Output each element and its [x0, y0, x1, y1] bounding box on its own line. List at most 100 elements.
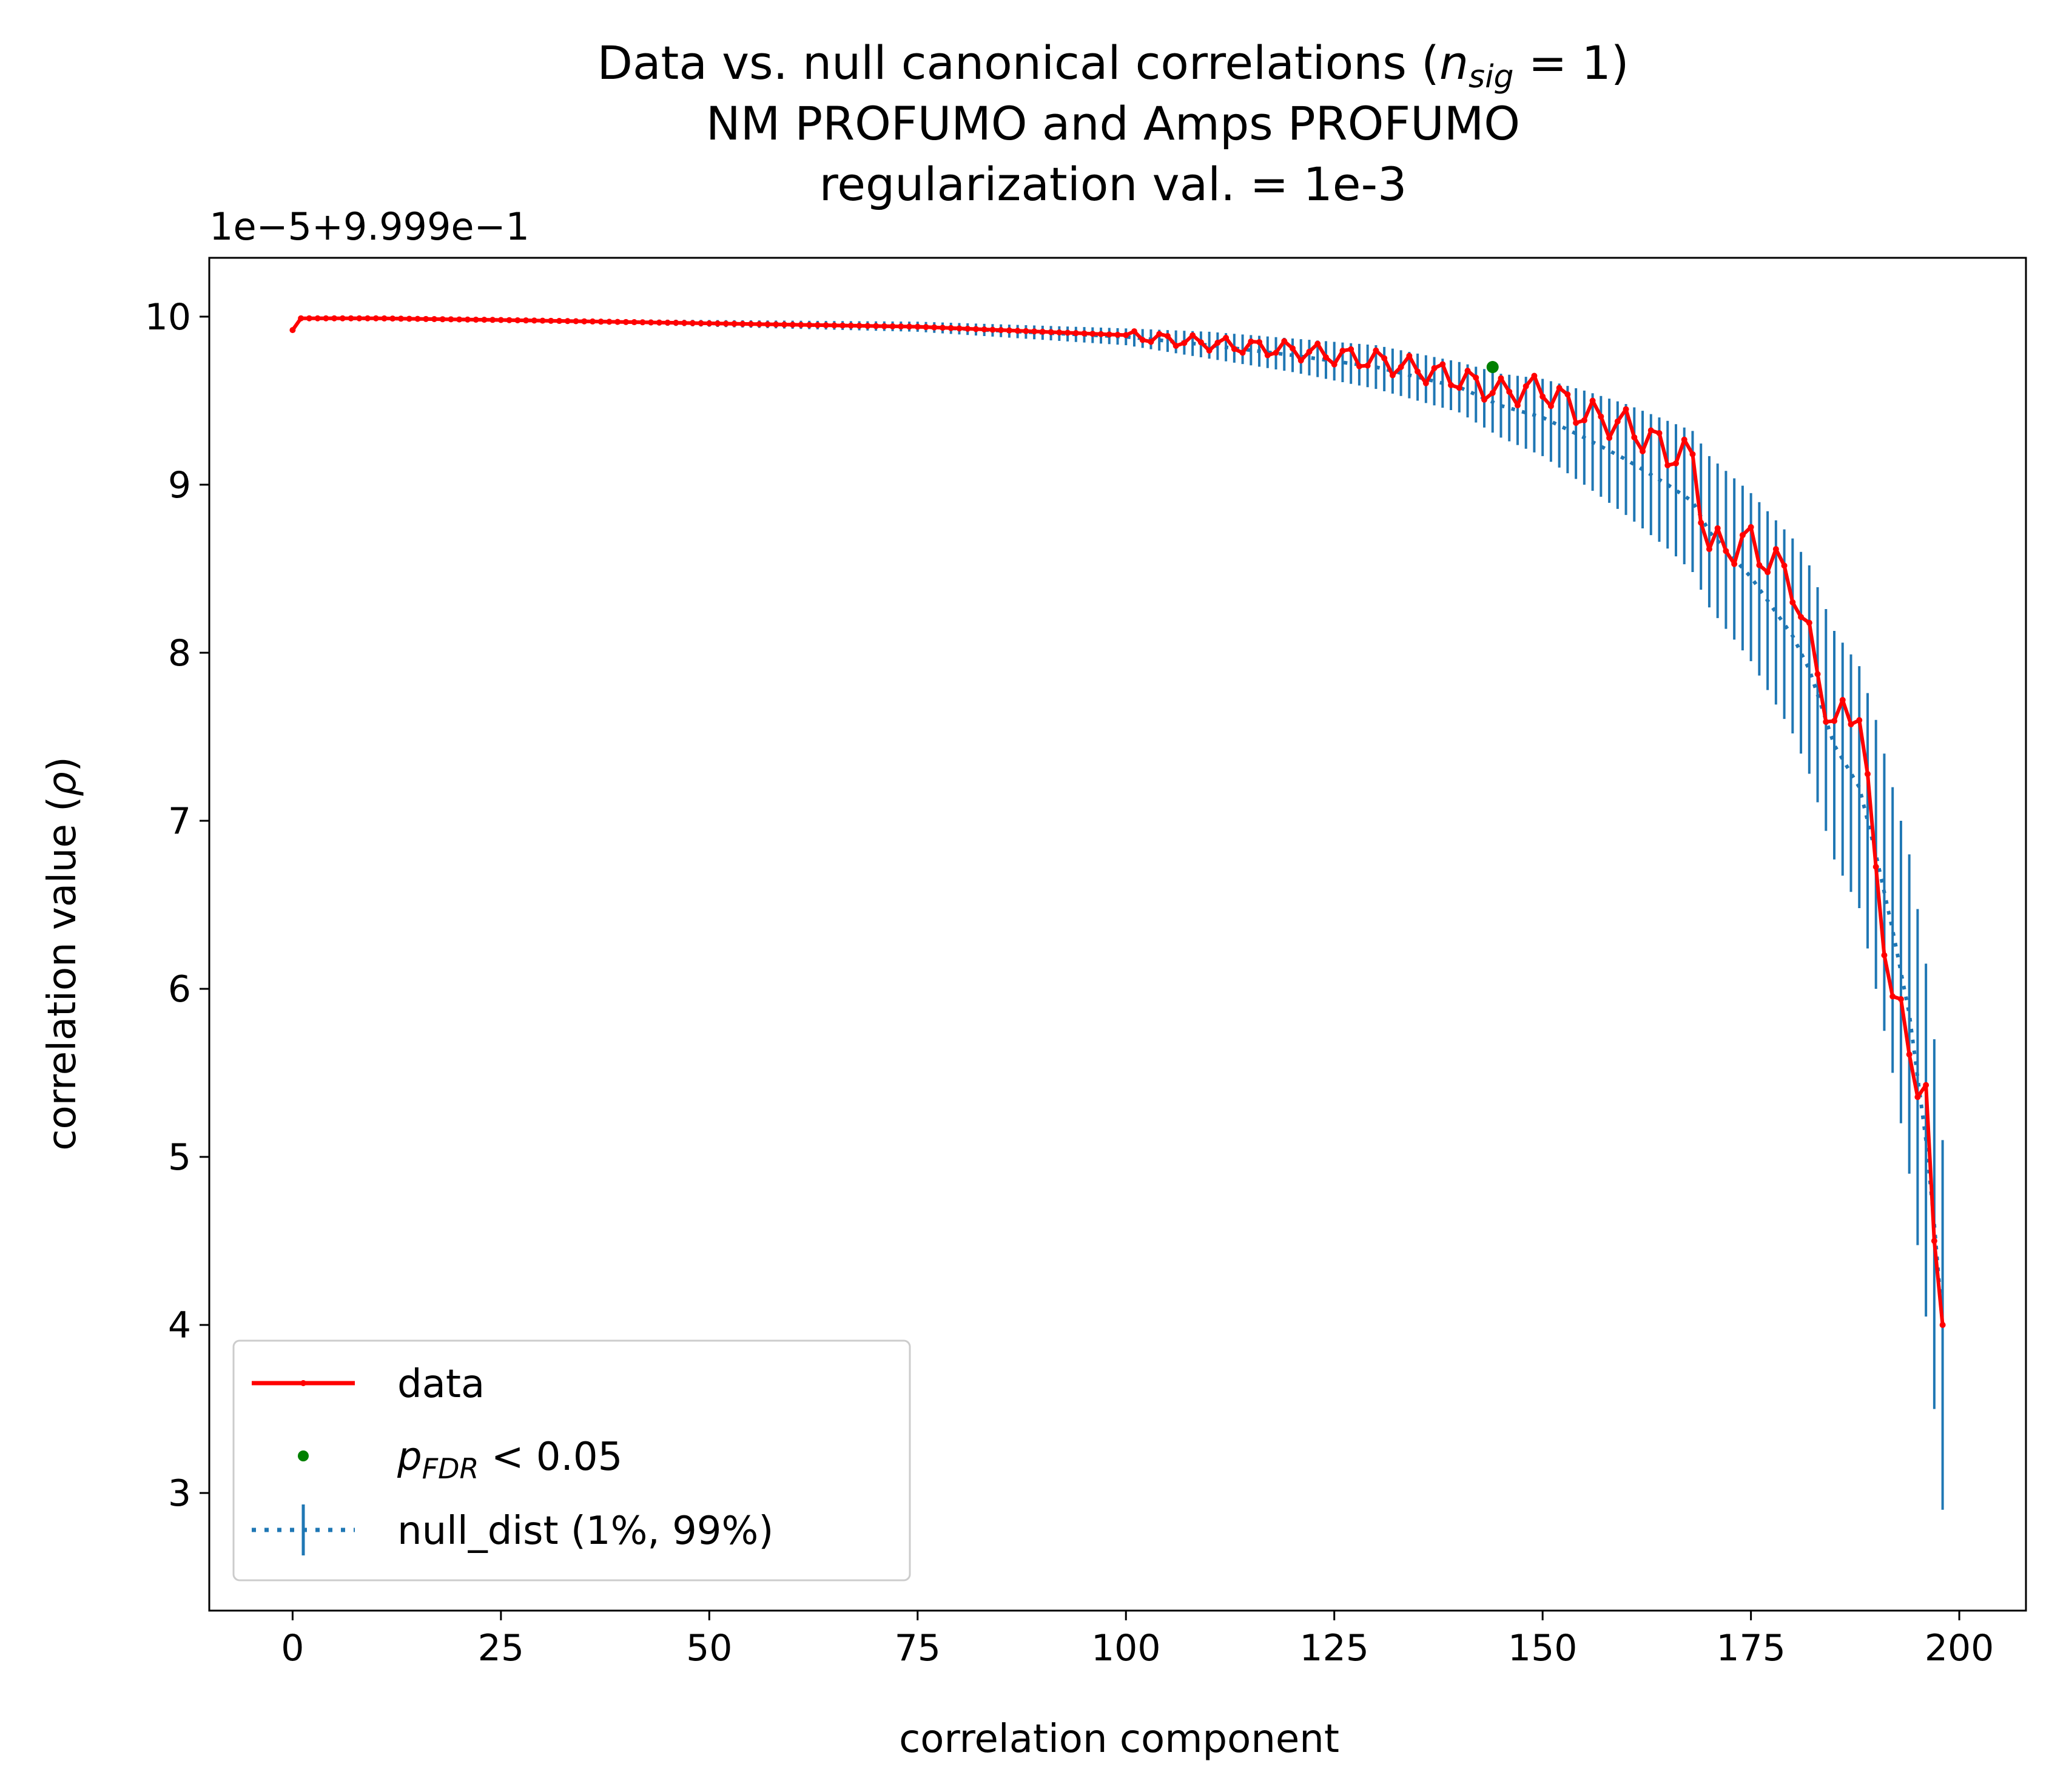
legend-null-label: null_dist (1%, 99%) — [397, 1509, 773, 1554]
data-point — [881, 323, 887, 329]
data-point — [1023, 328, 1029, 334]
data-point — [1672, 460, 1679, 467]
data-point — [998, 327, 1004, 334]
data-point — [864, 323, 871, 329]
data-point — [1156, 331, 1163, 337]
data-point — [539, 317, 546, 324]
data-point — [798, 322, 804, 328]
data-point — [339, 315, 346, 322]
data-point — [523, 317, 530, 324]
data-point — [306, 315, 312, 322]
data-point — [365, 315, 371, 322]
y-tick-label: 10 — [145, 296, 191, 339]
y-tick-label: 6 — [168, 968, 191, 1011]
data-point — [1731, 561, 1738, 567]
data-point — [298, 315, 304, 322]
data-point — [715, 320, 721, 327]
data-point — [1148, 339, 1154, 345]
data-point — [1348, 346, 1354, 352]
data-point — [531, 317, 537, 324]
data-point — [947, 325, 954, 331]
data-point — [1448, 382, 1455, 388]
x-tick-label: 100 — [1091, 1627, 1161, 1669]
data-point — [1881, 952, 1888, 958]
data-point — [1806, 619, 1812, 626]
data-point — [1431, 365, 1438, 371]
data-point — [406, 315, 412, 322]
legend-data-label: data — [397, 1362, 485, 1407]
x-tick-label: 200 — [1925, 1627, 1994, 1669]
data-point — [1556, 385, 1563, 391]
data-point — [1123, 332, 1129, 339]
data-point — [1106, 331, 1112, 338]
data-point — [972, 326, 979, 332]
data-point — [722, 320, 729, 327]
data-point — [414, 315, 421, 322]
data-point — [739, 320, 746, 327]
data-point — [781, 322, 787, 328]
data-point — [1814, 671, 1821, 678]
data-point — [856, 323, 863, 329]
data-point — [448, 316, 454, 323]
data-point — [1131, 328, 1137, 335]
data-point — [1239, 349, 1246, 356]
data-point — [389, 315, 396, 322]
data-point — [1256, 339, 1263, 345]
data-point — [1689, 451, 1696, 457]
legend-box — [232, 1339, 911, 1581]
data-point — [1631, 434, 1638, 440]
data-point — [939, 325, 946, 331]
data-point — [1065, 329, 1071, 336]
plot-frame — [208, 257, 2027, 1612]
data-point — [1406, 352, 1413, 359]
data-point — [1614, 418, 1621, 425]
x-tick-label: 150 — [1508, 1627, 1578, 1669]
data-point — [931, 324, 938, 331]
data-point — [1189, 332, 1196, 339]
data-point — [1306, 348, 1313, 355]
data-point — [631, 319, 638, 326]
data-point — [898, 323, 904, 330]
data-point — [639, 319, 646, 326]
data-point — [839, 322, 846, 329]
data-point — [1623, 406, 1629, 413]
data-point — [1248, 339, 1254, 345]
data-point — [1872, 863, 1879, 870]
data-point — [914, 323, 921, 330]
data-point — [1164, 332, 1171, 339]
data-point — [673, 320, 679, 326]
data-point — [1723, 548, 1729, 554]
data-point — [589, 318, 596, 325]
data-point — [1756, 562, 1763, 568]
data-point — [1339, 348, 1346, 354]
data-point — [573, 318, 579, 325]
data-point — [1640, 448, 1646, 454]
data-point — [1089, 331, 1096, 337]
y-axis-ticks: 3 4 5 6 7 8 9 10 — [145, 296, 209, 1515]
title-line-1: Data vs. null canonical correlations (ns… — [597, 36, 1629, 95]
data-point — [889, 323, 896, 329]
data-point — [1589, 397, 1596, 404]
data-point — [1206, 347, 1213, 354]
data-point — [1547, 403, 1554, 409]
data-point — [1831, 718, 1838, 724]
x-tick-label: 50 — [686, 1627, 732, 1669]
data-point — [1415, 368, 1421, 375]
data-point — [514, 317, 521, 323]
x-tick-label: 25 — [478, 1627, 524, 1669]
data-point — [648, 319, 654, 326]
data-point — [1789, 599, 1796, 605]
y-tick-label: 4 — [168, 1304, 191, 1347]
data-point — [956, 325, 963, 332]
x-tick-label: 0 — [281, 1627, 304, 1669]
data-point — [1564, 391, 1571, 398]
data-point — [1456, 385, 1462, 391]
data-point — [464, 316, 471, 323]
data-point — [1489, 389, 1496, 396]
data-point — [989, 326, 996, 333]
data-point — [1823, 718, 1829, 725]
data-point — [1714, 525, 1721, 531]
data-point — [698, 320, 704, 326]
data-point — [1698, 519, 1704, 526]
data-point — [1231, 346, 1237, 352]
